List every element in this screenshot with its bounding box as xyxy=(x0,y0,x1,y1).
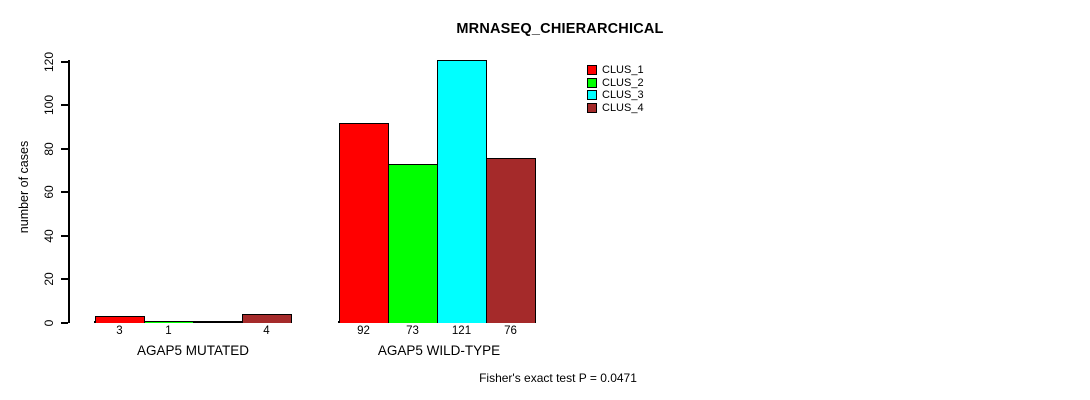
legend-label-clus_4: CLUS_4 xyxy=(602,101,644,114)
x-category-label-wild-type: AGAP5 WILD-TYPE xyxy=(377,343,501,358)
bar-value-label-clus_2-group1: 1 xyxy=(165,325,172,337)
chart-title: MRNASEQ_CHIERARCHICAL xyxy=(456,21,664,37)
bar-value-label-clus_1-group2: 92 xyxy=(357,325,370,337)
y-axis-tick-120 xyxy=(61,61,68,63)
bar-clus_3-group2 xyxy=(437,60,487,323)
y-axis-tick-label-0: 0 xyxy=(42,319,56,326)
bar-clus_1-group2 xyxy=(339,123,389,323)
y-axis-tick-label-40: 40 xyxy=(42,228,56,243)
legend-label-clus_2: CLUS_2 xyxy=(602,76,644,89)
bar-value-label-clus_4-group2: 76 xyxy=(504,325,517,337)
bar-clus_2-group1 xyxy=(144,321,194,323)
legend-swatch-clus_2 xyxy=(587,77,597,88)
legend-item-clus_4: CLUS_4 xyxy=(587,102,644,115)
bar-value-label-clus_3-group2: 121 xyxy=(451,325,472,337)
legend-item-clus_1: CLUS_1 xyxy=(587,64,644,77)
y-axis-tick-label-60: 60 xyxy=(42,185,56,199)
y-axis-tick-label-20: 20 xyxy=(42,272,56,286)
legend-label-clus_1: CLUS_1 xyxy=(602,64,644,76)
bar-clus_4-group2 xyxy=(486,158,536,323)
y-axis-tick-20 xyxy=(61,278,68,280)
y-axis-label: number of cases xyxy=(17,140,31,234)
bar-clus_1-group1 xyxy=(95,316,145,323)
legend-swatch-clus_4 xyxy=(587,103,597,114)
legend-label-clus_3: CLUS_3 xyxy=(602,89,644,102)
bar-value-label-clus_2-group2: 73 xyxy=(406,325,419,337)
y-axis-tick-80 xyxy=(61,148,68,150)
y-axis-tick-label-100: 100 xyxy=(42,94,56,116)
bar-clus_2-group2 xyxy=(388,164,438,323)
legend-swatch-clus_1 xyxy=(587,65,597,76)
y-axis-tick-label-80: 80 xyxy=(42,141,56,156)
bar-clus_4-group1 xyxy=(242,314,292,323)
y-axis-tick-100 xyxy=(61,104,68,106)
legend-item-clus_3: CLUS_3 xyxy=(587,89,644,102)
y-axis-tick-40 xyxy=(61,235,68,237)
x-category-label-mutated: AGAP5 MUTATED xyxy=(136,343,250,358)
bar-value-label-clus_4-group1: 4 xyxy=(263,325,270,337)
y-axis-tick-0 xyxy=(61,322,68,324)
bar-value-label-clus_1-group1: 3 xyxy=(116,325,123,337)
y-axis-tick-label-120: 120 xyxy=(42,51,56,72)
fisher-test-annotation: Fisher's exact test P = 0.0471 xyxy=(479,371,637,385)
y-axis-line xyxy=(68,60,70,323)
legend: CLUS_1 CLUS_2 CLUS_3 CLUS_4 xyxy=(587,64,644,114)
y-axis-tick-60 xyxy=(61,191,68,193)
legend-swatch-clus_3 xyxy=(587,90,597,101)
legend-item-clus_2: CLUS_2 xyxy=(587,77,644,90)
